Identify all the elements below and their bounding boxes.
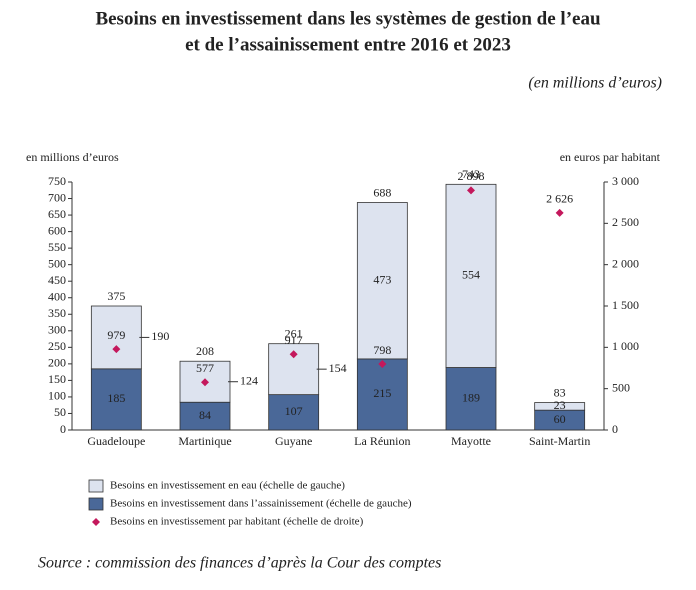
y2-tick-label: 500 bbox=[612, 380, 630, 394]
y-tick-label: 600 bbox=[48, 223, 66, 237]
bar-segment bbox=[356, 202, 408, 360]
x-tick-label: La Réunion bbox=[354, 434, 410, 448]
y2-tick-label: 2 500 bbox=[612, 215, 639, 229]
marker-label: 917 bbox=[285, 333, 303, 347]
value-label: 84 bbox=[199, 408, 211, 422]
value-label: 554 bbox=[462, 268, 480, 282]
value-label: 60 bbox=[554, 412, 566, 426]
legend-label: Besoins en investissement en eau (échell… bbox=[110, 480, 345, 492]
bar-segment bbox=[268, 394, 320, 431]
y-tick-label: 300 bbox=[48, 323, 66, 337]
bar-segment bbox=[356, 358, 408, 431]
y-tick-label: 500 bbox=[48, 256, 66, 270]
marker bbox=[555, 208, 564, 217]
y-tick-label: 200 bbox=[48, 356, 66, 370]
marker bbox=[112, 345, 121, 354]
y2-tick-label: 3 000 bbox=[612, 174, 639, 188]
legend-swatch bbox=[88, 479, 104, 493]
legend-label: Besoins en investissement par habitant (… bbox=[110, 516, 364, 528]
y-tick-label: 350 bbox=[48, 306, 66, 320]
y-tick-label: 50 bbox=[54, 405, 66, 419]
marker bbox=[378, 360, 387, 369]
total-label: 688 bbox=[373, 185, 391, 199]
y-tick-label: 400 bbox=[48, 289, 66, 303]
chart-title: Besoins en investissement dans les systè… bbox=[95, 8, 601, 29]
total-label: 375 bbox=[107, 289, 125, 303]
subtitle: (en millions d’euros) bbox=[528, 75, 662, 92]
y2-tick-label: 1 000 bbox=[612, 339, 639, 353]
x-tick-label: Mayotte bbox=[451, 434, 491, 448]
legend-label: Besoins en investissement dans l’assaini… bbox=[110, 498, 412, 510]
y-tick-label: 750 bbox=[48, 174, 66, 188]
bar-segment bbox=[445, 367, 497, 431]
value-label: 189 bbox=[462, 391, 480, 405]
value-label: 185 bbox=[107, 391, 125, 405]
bar-segment bbox=[179, 401, 231, 431]
value-label: 124 bbox=[240, 373, 258, 387]
chart-title: et de l’assainissement entre 2016 et 202… bbox=[185, 34, 511, 55]
value-label: 473 bbox=[373, 272, 391, 286]
x-tick-label: Martinique bbox=[178, 434, 231, 448]
y-tick-label: 700 bbox=[48, 190, 66, 204]
marker-label: 979 bbox=[107, 328, 125, 342]
marker-label: 2 626 bbox=[546, 192, 573, 206]
marker bbox=[201, 378, 209, 387]
value-label: 23 bbox=[554, 398, 566, 412]
y2-axis-label: en euros par habitant bbox=[560, 150, 661, 164]
marker-label: 577 bbox=[196, 361, 214, 375]
marker bbox=[289, 350, 298, 359]
y2-tick-label: 1 500 bbox=[612, 298, 639, 312]
total-label: 83 bbox=[554, 385, 566, 399]
y-axis-label: en millions d’euros bbox=[26, 150, 119, 164]
y2-tick-label: 0 bbox=[612, 422, 618, 436]
y-tick-label: 450 bbox=[48, 273, 66, 287]
legend-marker bbox=[92, 518, 100, 526]
legend-swatch bbox=[88, 497, 104, 511]
x-tick-label: Guyane bbox=[275, 434, 312, 448]
marker-label: 798 bbox=[373, 343, 391, 357]
value-label: 107 bbox=[285, 404, 303, 418]
y2-tick-label: 2 000 bbox=[612, 256, 639, 270]
total-label: 743 bbox=[462, 167, 480, 181]
marker bbox=[467, 186, 475, 195]
bar-segment bbox=[90, 305, 142, 370]
total-label: 208 bbox=[196, 344, 214, 358]
y-tick-label: 650 bbox=[48, 207, 66, 221]
marker-label: 2 898 bbox=[458, 169, 485, 183]
y-tick-label: 150 bbox=[48, 372, 66, 386]
x-tick-label: Guadeloupe bbox=[87, 434, 145, 448]
bar-segment bbox=[445, 183, 497, 368]
bar-segment bbox=[534, 402, 586, 411]
bar-segment bbox=[90, 368, 142, 431]
value-label: 215 bbox=[373, 386, 391, 400]
value-label: 190 bbox=[151, 329, 169, 343]
source: Source : commission des finances d’après… bbox=[38, 555, 441, 572]
y-tick-label: 550 bbox=[48, 240, 66, 254]
y-tick-label: 250 bbox=[48, 339, 66, 353]
x-tick-label: Saint-Martin bbox=[529, 434, 590, 448]
value-label: 154 bbox=[329, 361, 347, 375]
y-tick-label: 100 bbox=[48, 389, 66, 403]
y-tick-label: 0 bbox=[60, 422, 66, 436]
total-label: 261 bbox=[285, 326, 303, 340]
